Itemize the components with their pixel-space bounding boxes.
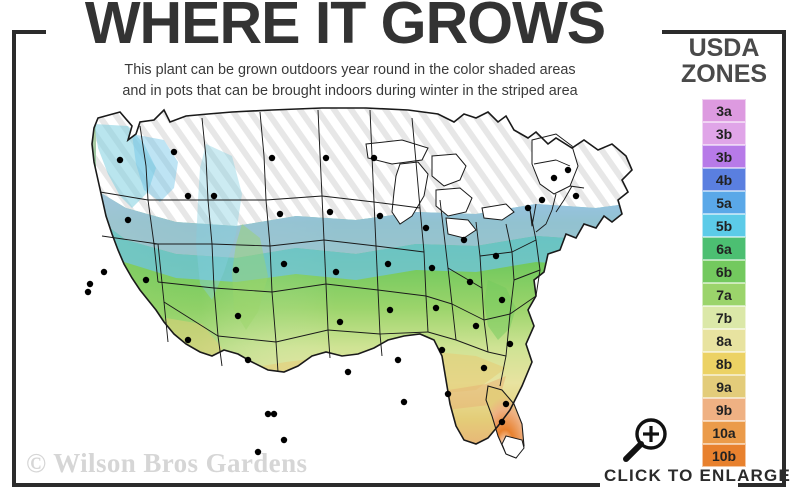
subtitle: This plant can be grown outdoors year ro…	[30, 60, 670, 102]
legend-swatch-5a-4: 5a	[702, 191, 746, 214]
city-dot	[438, 346, 446, 354]
city-dot	[502, 400, 510, 408]
usda-zone-map[interactable]	[36, 104, 656, 462]
city-dot	[400, 398, 408, 406]
city-dot	[124, 216, 132, 224]
city-dot	[498, 418, 506, 426]
city-dot	[460, 236, 468, 244]
legend-swatch-list: 3a 3b 3b 4b 5a 5b 6a 6b 7a 7b 8a 8b 9a 9b 10a 10b	[668, 99, 780, 467]
city-dot	[184, 192, 192, 200]
city-dot	[376, 212, 384, 220]
city-dot	[432, 304, 440, 312]
legend-title: USDA ZONES	[668, 34, 780, 88]
city-dot	[524, 204, 532, 212]
city-dot	[332, 268, 340, 276]
page-title: WHERE IT GROWS	[84, 0, 606, 56]
great-basin-band	[232, 224, 268, 330]
city-dot	[564, 166, 572, 174]
magnifier-plus-icon[interactable]	[620, 415, 672, 465]
legend-swatch-9b-13: 9b	[702, 398, 746, 421]
city-dot	[264, 410, 272, 418]
city-dot	[472, 322, 480, 330]
city-dot	[142, 276, 150, 284]
city-dot	[86, 280, 94, 288]
lake-huron	[435, 187, 473, 217]
legend-swatch-3b-2: 3b	[702, 145, 746, 168]
city-dot	[232, 266, 240, 274]
legend-swatch-8a-10: 8a	[702, 329, 746, 352]
legend-swatch-5b-5: 5b	[702, 214, 746, 237]
legend-swatch-8b-11: 8b	[702, 352, 746, 375]
city-dot	[270, 410, 278, 418]
city-dot	[322, 154, 330, 162]
city-dot	[370, 154, 378, 162]
usda-zones-legend: USDA ZONES 3a 3b 3b 4b 5a 5b 6a 6b 7a 7b 8a 8b 9a 9b 1…	[668, 34, 780, 467]
socal-warm-band	[92, 280, 108, 356]
city-dot	[84, 288, 92, 296]
city-dot	[492, 252, 500, 260]
border-gap-top	[46, 22, 662, 42]
zone-5-band	[92, 216, 632, 282]
city-dot	[506, 340, 514, 348]
border-gap-bottom	[600, 477, 738, 497]
city-dot	[254, 448, 262, 456]
watermark-copyright: © Wilson Bros Gardens	[26, 448, 308, 478]
lake-erie	[445, 217, 477, 239]
city-dot	[280, 436, 288, 444]
city-dot	[384, 260, 392, 268]
striped-pot-region	[96, 108, 632, 226]
great-lakes	[365, 139, 515, 239]
city-dot	[466, 278, 474, 286]
legend-swatch-10b-15: 10b	[702, 444, 746, 467]
city-dot	[100, 268, 108, 276]
city-dot	[276, 210, 284, 218]
click-to-enlarge-label[interactable]: CLICK TO ENLARGE	[604, 466, 792, 485]
subtitle-line-1: This plant can be grown outdoors year ro…	[124, 62, 576, 78]
city-dot	[170, 148, 178, 156]
city-dot	[550, 174, 558, 182]
legend-swatch-6a-6: 6a	[702, 237, 746, 260]
legend-swatch-7b-9: 7b	[702, 306, 746, 329]
legend-swatch-3a-0: 3a	[702, 99, 746, 122]
city-dots	[84, 148, 580, 456]
legend-swatch-4b-3: 4b	[702, 168, 746, 191]
lake-superior	[365, 139, 429, 165]
city-dot	[428, 264, 436, 272]
lake-superior-east	[431, 153, 467, 187]
south-florida-excluded	[501, 435, 525, 459]
city-dot	[444, 390, 452, 398]
legend-swatch-7a-8: 7a	[702, 283, 746, 306]
city-dot	[326, 208, 334, 216]
city-dot	[394, 356, 402, 364]
map-svg[interactable]	[36, 104, 656, 462]
city-dot	[210, 192, 218, 200]
appalachian-band	[484, 280, 516, 340]
city-dot	[116, 156, 124, 164]
lake-ontario	[481, 203, 515, 221]
city-dot	[480, 364, 488, 372]
legend-swatch-6b-7: 6b	[702, 260, 746, 283]
city-dot	[386, 306, 394, 314]
legend-swatch-9a-12: 9a	[702, 375, 746, 398]
city-dot	[244, 356, 252, 364]
city-dot	[572, 192, 580, 200]
legend-swatch-10a-14: 10a	[702, 421, 746, 444]
legend-title-line-1: USDA	[688, 34, 760, 62]
legend-swatch-3b-1: 3b	[702, 122, 746, 145]
city-dot	[234, 312, 242, 320]
pnw-coastal-band	[94, 124, 156, 208]
city-dot	[344, 368, 352, 376]
city-dot	[336, 318, 344, 326]
subtitle-line-2: and in pots that can be brought indoors …	[122, 82, 578, 99]
lake-michigan	[391, 161, 429, 225]
city-dot	[422, 224, 430, 232]
legend-title-line-2: ZONES	[680, 59, 768, 88]
state-borders	[99, 109, 585, 387]
city-dot	[538, 196, 546, 204]
city-dot	[184, 336, 192, 344]
city-dot	[280, 260, 288, 268]
city-dot	[268, 154, 276, 162]
city-dot	[498, 296, 506, 304]
